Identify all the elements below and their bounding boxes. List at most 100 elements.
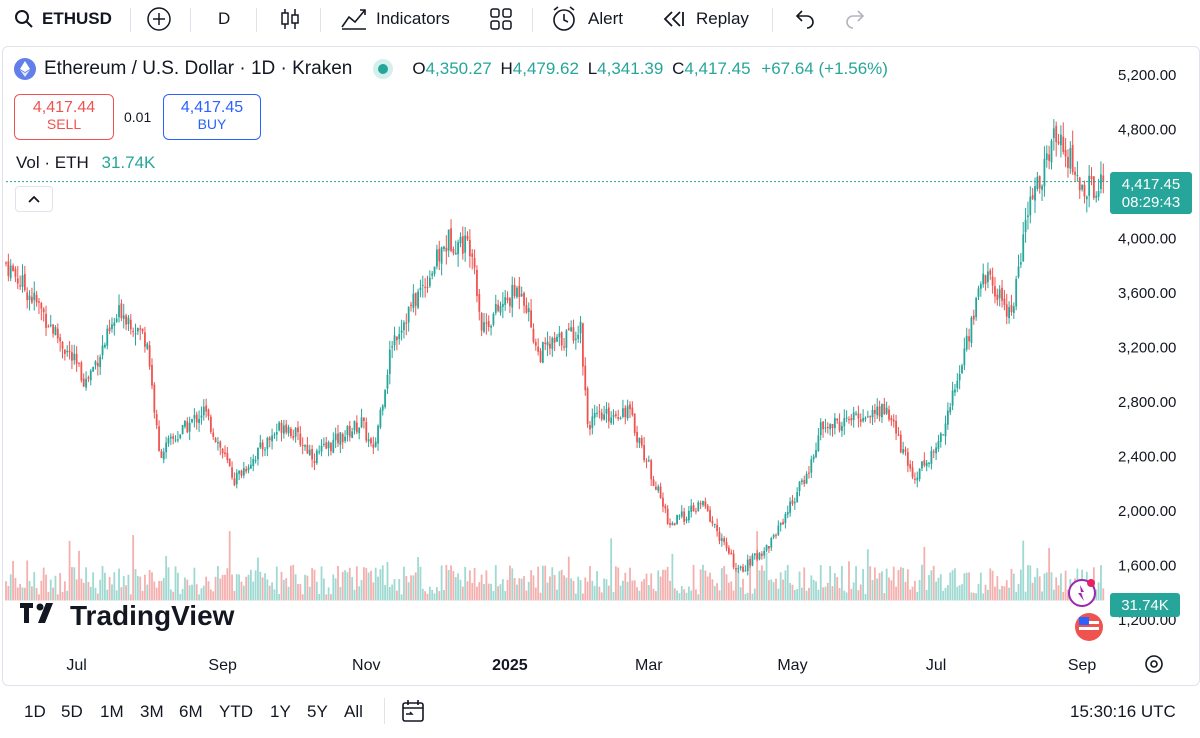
redo-button[interactable] (844, 0, 868, 38)
utc-clock[interactable]: 15:30:16 UTC (1070, 702, 1176, 721)
volume-bar (193, 567, 196, 601)
volume-bar (454, 577, 457, 601)
date-range-calendar-icon[interactable] (400, 698, 426, 724)
volume-bar (461, 586, 464, 601)
volume-bar (749, 563, 751, 601)
range-1y[interactable]: 1Y (270, 702, 291, 721)
candle-body (530, 310, 532, 328)
volume-bar (815, 581, 817, 601)
volume-bar (511, 568, 514, 601)
volume-bar (353, 589, 356, 601)
candle-body (589, 424, 591, 430)
range-3m[interactable]: 3M (140, 702, 164, 721)
volume-bar (1067, 589, 1069, 601)
volume-bar (290, 565, 292, 601)
alert-button[interactable]: Alert (550, 0, 623, 38)
candle-body (925, 462, 928, 467)
volume-bar (16, 587, 19, 601)
layouts-button[interactable] (489, 0, 513, 38)
candle-body (322, 443, 325, 445)
volume-bar (108, 576, 111, 601)
volume-bar (85, 567, 87, 601)
volume-bar (301, 594, 304, 601)
volume-bar (975, 593, 978, 601)
candle-body (165, 442, 168, 453)
volume-bar (876, 578, 879, 601)
volume-bar (963, 573, 966, 601)
volume-bar (87, 581, 90, 601)
range-ytd[interactable]: YTD (219, 702, 253, 721)
replay-button[interactable]: Replay (662, 0, 749, 38)
volume-bar (902, 567, 905, 601)
volume-bar (727, 582, 730, 601)
candle-body (506, 297, 509, 301)
collapse-legend-button[interactable] (15, 186, 53, 212)
candle-body (946, 410, 949, 425)
candle-body (339, 432, 342, 445)
volume-bar (450, 565, 452, 601)
undo-button[interactable] (792, 0, 816, 38)
candle-body (5, 262, 7, 264)
volume-bar (742, 578, 744, 601)
compare-symbol-button[interactable] (146, 0, 172, 38)
volume-bar (864, 593, 867, 601)
volume-bar (21, 587, 24, 601)
volume-bar (228, 531, 231, 601)
symbol-search-button[interactable]: ETHUSD (14, 0, 112, 38)
volume-bar (499, 584, 502, 601)
candle-body (600, 412, 603, 420)
candle-body (417, 291, 419, 308)
chart-pane[interactable] (2, 46, 1200, 686)
volume-bar (871, 580, 874, 601)
interval-button[interactable]: D (218, 0, 230, 38)
indicators-button[interactable]: Indicators (340, 0, 450, 38)
candle-body (26, 292, 29, 301)
volume-bar (14, 577, 17, 601)
candle-body (659, 486, 662, 498)
buy-button[interactable]: 4,417.45 BUY (163, 94, 261, 140)
candle-body (1003, 298, 1006, 306)
volume-bar (958, 585, 961, 601)
sell-button[interactable]: 4,417.44 SELL (14, 94, 114, 140)
candle-body (414, 292, 417, 306)
candle-body (1029, 196, 1032, 216)
volume-bar (1062, 591, 1065, 601)
candle-body (73, 353, 76, 361)
range-5d[interactable]: 5D (61, 702, 83, 721)
volume-bar (737, 569, 740, 601)
volume-bar (297, 584, 299, 601)
candle-body (904, 449, 907, 452)
candle-body (504, 297, 507, 305)
candle-body (732, 553, 735, 568)
range-1m[interactable]: 1M (100, 702, 124, 721)
x-tick-label: Sep (1068, 657, 1097, 674)
volume-bar (497, 586, 500, 601)
candle-body (125, 315, 127, 325)
volume-label: Vol · ETH (16, 153, 89, 172)
range-1d[interactable]: 1D (24, 702, 46, 721)
volume-bar (822, 587, 824, 601)
volume-bar (438, 591, 441, 601)
range-all[interactable]: All (344, 702, 363, 721)
volume-bar (704, 570, 707, 601)
volume-bar (605, 579, 608, 601)
range-5y[interactable]: 5Y (307, 702, 328, 721)
range-6m[interactable]: 6M (179, 702, 203, 721)
chart-settings-gear-icon[interactable] (1145, 655, 1163, 673)
candle-body (527, 308, 530, 313)
volume-bar (723, 566, 726, 601)
volume-bar (334, 578, 337, 601)
ai-sparkle-icon[interactable] (1068, 579, 1096, 607)
volume-bar (527, 581, 530, 601)
candle-body (873, 409, 876, 414)
volume-bar (666, 566, 669, 601)
chart-type-button[interactable] (278, 0, 302, 38)
candle-body (320, 445, 323, 452)
candle-body (499, 306, 502, 313)
symbol-title[interactable]: Ethereum / U.S. Dollar · 1D · Kraken (44, 58, 353, 79)
volume-bar (101, 566, 104, 601)
candle-body (626, 405, 629, 419)
candle-body (419, 287, 422, 291)
us-flag-icon[interactable] (1075, 613, 1103, 641)
